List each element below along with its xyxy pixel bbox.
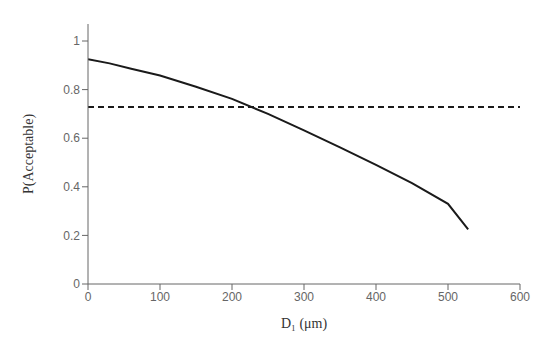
svg-text:0.6: 0.6 (63, 131, 80, 145)
svg-text:100: 100 (150, 290, 170, 304)
svg-text:0: 0 (85, 290, 92, 304)
svg-text:D₁ (μm): D₁ (μm) (281, 316, 328, 332)
svg-text:600: 600 (510, 290, 530, 304)
svg-text:0: 0 (73, 277, 80, 291)
svg-text:300: 300 (294, 290, 314, 304)
svg-text:400: 400 (366, 290, 386, 304)
svg-text:1: 1 (73, 34, 80, 48)
svg-text:0.2: 0.2 (63, 229, 80, 243)
svg-text:0.8: 0.8 (63, 83, 80, 97)
svg-text:500: 500 (438, 290, 458, 304)
svg-text:P(Acceptable): P(Acceptable) (21, 114, 37, 194)
svg-text:0.4: 0.4 (63, 180, 80, 194)
svg-text:200: 200 (222, 290, 242, 304)
